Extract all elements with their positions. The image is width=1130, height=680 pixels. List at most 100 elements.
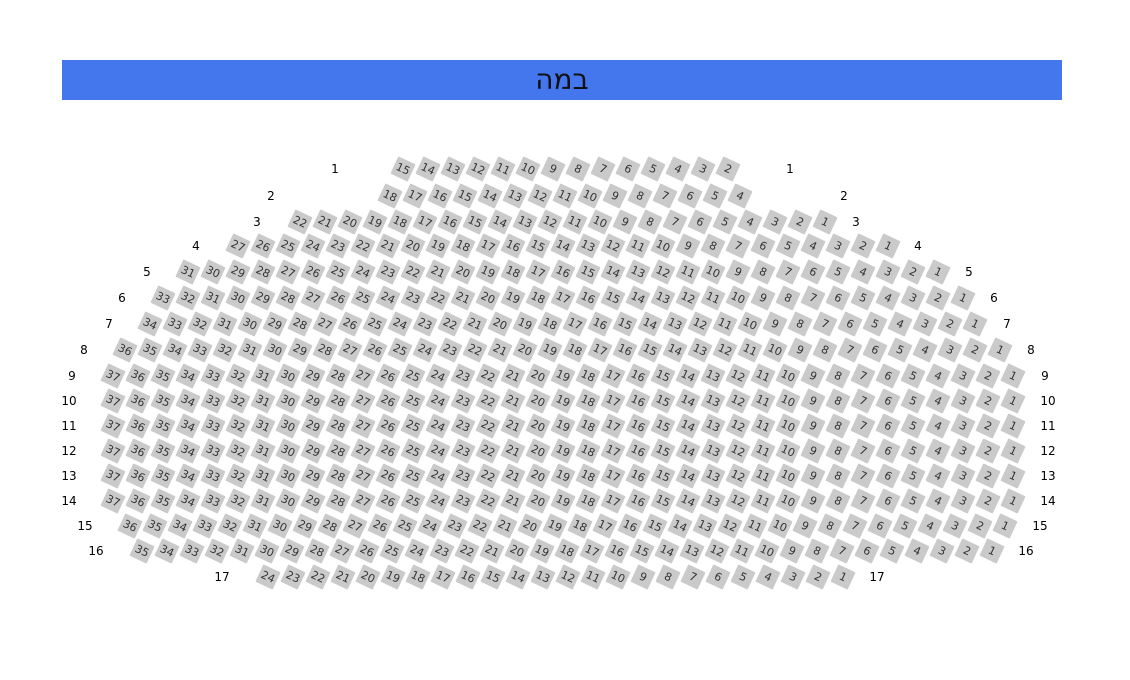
- seat[interactable]: 22: [475, 413, 501, 439]
- seat[interactable]: 34: [175, 413, 201, 439]
- seat[interactable]: 20: [525, 413, 551, 439]
- seat[interactable]: 13: [692, 513, 718, 539]
- seat[interactable]: 2: [975, 413, 1001, 439]
- seat[interactable]: 17: [600, 463, 626, 489]
- seat[interactable]: 25: [325, 259, 351, 285]
- seat[interactable]: 4: [925, 388, 951, 414]
- seat[interactable]: 1: [1000, 388, 1026, 414]
- seat[interactable]: 15: [629, 538, 655, 564]
- seat[interactable]: 19: [537, 337, 563, 363]
- seat[interactable]: 20: [355, 564, 381, 590]
- seat[interactable]: 2: [900, 259, 926, 285]
- seat[interactable]: 26: [375, 488, 401, 514]
- seat[interactable]: 10: [775, 438, 801, 464]
- seat[interactable]: 25: [387, 337, 413, 363]
- seat[interactable]: 8: [825, 463, 851, 489]
- seat[interactable]: 11: [552, 183, 578, 209]
- seat[interactable]: 30: [267, 513, 293, 539]
- seat[interactable]: 13: [440, 156, 466, 182]
- seat[interactable]: 29: [300, 488, 326, 514]
- seat[interactable]: 13: [700, 388, 726, 414]
- seat[interactable]: 18: [450, 233, 476, 259]
- seat[interactable]: 15: [390, 156, 416, 182]
- seat[interactable]: 29: [300, 438, 326, 464]
- seat[interactable]: 28: [250, 259, 276, 285]
- seat[interactable]: 5: [825, 259, 851, 285]
- seat[interactable]: 1: [1000, 488, 1026, 514]
- seat[interactable]: 7: [800, 285, 826, 311]
- seat[interactable]: 37: [100, 488, 126, 514]
- seat[interactable]: 34: [154, 538, 180, 564]
- seat[interactable]: 5: [712, 209, 738, 235]
- seat[interactable]: 7: [837, 337, 863, 363]
- seat[interactable]: 18: [575, 463, 601, 489]
- seat[interactable]: 14: [625, 285, 651, 311]
- seat[interactable]: 19: [475, 259, 501, 285]
- seat[interactable]: 16: [625, 438, 651, 464]
- seat[interactable]: 10: [775, 463, 801, 489]
- seat[interactable]: 36: [125, 388, 151, 414]
- seat[interactable]: 5: [900, 413, 926, 439]
- seat[interactable]: 20: [525, 488, 551, 514]
- seat[interactable]: 26: [325, 285, 351, 311]
- seat[interactable]: 16: [437, 209, 463, 235]
- seat[interactable]: 15: [650, 363, 676, 389]
- seat[interactable]: 9: [675, 233, 701, 259]
- seat[interactable]: 31: [250, 438, 276, 464]
- seat[interactable]: 2: [787, 209, 813, 235]
- seat[interactable]: 1: [950, 285, 976, 311]
- seat[interactable]: 4: [925, 463, 951, 489]
- seat[interactable]: 32: [225, 363, 251, 389]
- seat[interactable]: 36: [125, 363, 151, 389]
- seat[interactable]: 2: [805, 564, 831, 590]
- seat[interactable]: 27: [312, 311, 338, 337]
- seat[interactable]: 18: [575, 488, 601, 514]
- seat[interactable]: 27: [350, 488, 376, 514]
- seat[interactable]: 20: [504, 538, 530, 564]
- seat[interactable]: 4: [875, 285, 901, 311]
- seat[interactable]: 35: [150, 388, 176, 414]
- seat[interactable]: 7: [829, 538, 855, 564]
- seat[interactable]: 13: [512, 209, 538, 235]
- seat[interactable]: 33: [162, 311, 188, 337]
- seat[interactable]: 23: [450, 388, 476, 414]
- seat[interactable]: 5: [702, 183, 728, 209]
- seat[interactable]: 34: [162, 337, 188, 363]
- seat[interactable]: 22: [475, 363, 501, 389]
- seat[interactable]: 1: [987, 337, 1013, 363]
- seat[interactable]: 17: [579, 538, 605, 564]
- seat[interactable]: 22: [454, 538, 480, 564]
- seat[interactable]: 35: [150, 463, 176, 489]
- seat[interactable]: 27: [275, 259, 301, 285]
- seat[interactable]: 2: [967, 513, 993, 539]
- seat[interactable]: 8: [750, 259, 776, 285]
- seat[interactable]: 26: [375, 413, 401, 439]
- seat[interactable]: 31: [212, 311, 238, 337]
- seat[interactable]: 21: [450, 285, 476, 311]
- seat[interactable]: 1: [992, 513, 1018, 539]
- seat[interactable]: 17: [600, 413, 626, 439]
- seat[interactable]: 30: [275, 488, 301, 514]
- seat[interactable]: 4: [850, 259, 876, 285]
- seat[interactable]: 33: [200, 438, 226, 464]
- seat[interactable]: 20: [525, 463, 551, 489]
- seat[interactable]: 11: [750, 438, 776, 464]
- seat[interactable]: 16: [455, 564, 481, 590]
- seat[interactable]: 5: [640, 156, 666, 182]
- seat[interactable]: 32: [212, 337, 238, 363]
- seat[interactable]: 11: [750, 363, 776, 389]
- seat[interactable]: 4: [727, 183, 753, 209]
- seat[interactable]: 26: [375, 363, 401, 389]
- seat[interactable]: 7: [850, 363, 876, 389]
- seat[interactable]: 18: [554, 538, 580, 564]
- seat[interactable]: 27: [329, 538, 355, 564]
- seat[interactable]: 25: [400, 463, 426, 489]
- seat[interactable]: 18: [567, 513, 593, 539]
- seat[interactable]: 24: [375, 285, 401, 311]
- seat[interactable]: 13: [662, 311, 688, 337]
- seat[interactable]: 32: [204, 538, 230, 564]
- seat[interactable]: 34: [175, 463, 201, 489]
- seat[interactable]: 31: [237, 337, 263, 363]
- seat[interactable]: 32: [225, 413, 251, 439]
- seat[interactable]: 2: [850, 233, 876, 259]
